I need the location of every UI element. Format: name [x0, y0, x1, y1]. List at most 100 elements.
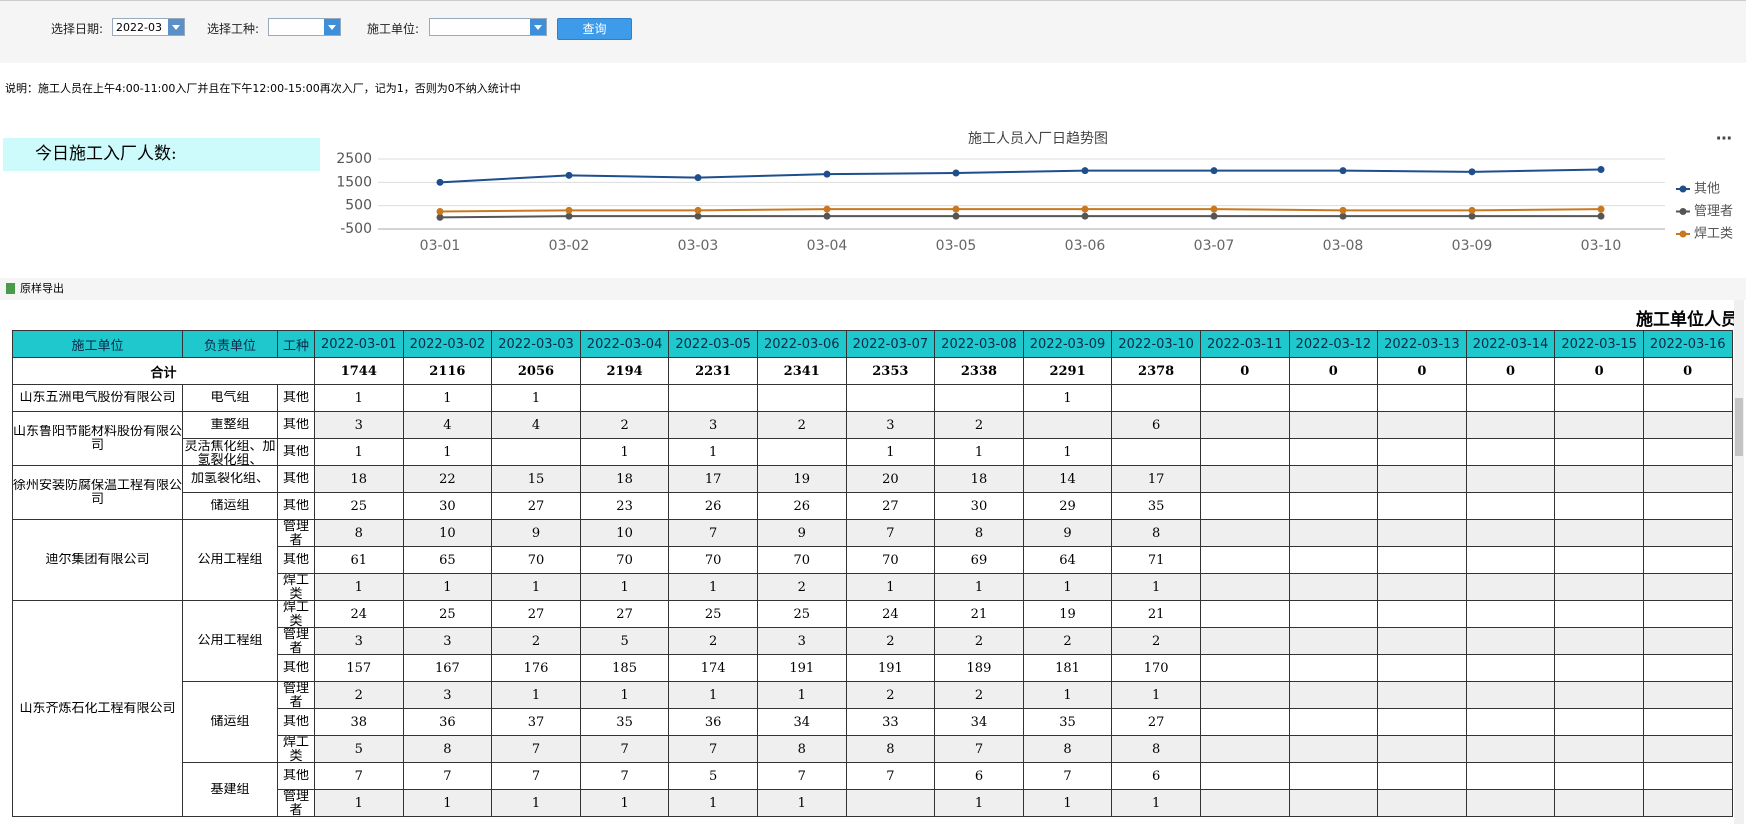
- data-point: [694, 212, 702, 220]
- value-cell: [1554, 627, 1644, 655]
- value-cell: [1199, 681, 1290, 709]
- x-tick-label: 03-08: [1323, 238, 1364, 254]
- type-name: 其他: [282, 553, 309, 567]
- value-cell: 19: [1022, 600, 1113, 628]
- value-cell: 2: [579, 411, 670, 439]
- date-header: 2022-03-07: [845, 330, 936, 358]
- export-button[interactable]: 原样导出: [20, 282, 64, 295]
- value-cell: 8: [756, 735, 847, 763]
- value-cell: 8: [1111, 735, 1201, 763]
- data-row: 管理者 1 1 1 1 1 1 1 1 1: [13, 789, 1733, 817]
- legend-label: 管理者: [1694, 204, 1733, 219]
- value-cell: 27: [491, 600, 581, 628]
- value-cell: 1: [314, 789, 404, 817]
- value-cell: 7: [845, 762, 936, 790]
- type-name: 管理者: [282, 628, 309, 654]
- value-cell: 191: [845, 654, 936, 682]
- value-cell: 8: [1022, 735, 1113, 763]
- value-cell: 8: [314, 519, 404, 547]
- value-cell: 1: [579, 438, 670, 466]
- data-point: [1339, 206, 1347, 214]
- date-header: 2022-03-09: [1022, 330, 1113, 358]
- value-cell: [1554, 600, 1644, 628]
- value-cell: [1642, 627, 1733, 655]
- date-header: 2022-03-15: [1554, 330, 1644, 358]
- type-cell: 管理者: [277, 789, 315, 817]
- total-cell: 0: [1554, 357, 1644, 385]
- value-cell: 35: [1111, 492, 1201, 520]
- date-header: 2022-03-01: [314, 330, 404, 358]
- type-name: 管理者: [282, 520, 309, 546]
- value-cell: [1288, 681, 1379, 709]
- value-cell: 9: [1022, 519, 1113, 547]
- dept-name: 加氢裂化组、: [190, 472, 269, 486]
- value-cell: [1465, 762, 1556, 790]
- type-select[interactable]: [268, 18, 341, 36]
- type-name: 焊工类: [282, 601, 309, 627]
- query-button[interactable]: 查询: [557, 18, 632, 40]
- value-cell: 7: [402, 762, 493, 790]
- value-cell: [1642, 519, 1733, 547]
- value-cell: [1642, 600, 1733, 628]
- value-cell: 30: [934, 492, 1024, 520]
- date-header: 2022-03-05: [668, 330, 758, 358]
- value-cell: [1377, 411, 1467, 439]
- value-cell: 1: [845, 573, 936, 601]
- type-cell: 焊工类: [277, 573, 315, 601]
- value-cell: 1: [491, 681, 581, 709]
- value-cell: [1288, 384, 1379, 412]
- value-cell: [1465, 411, 1556, 439]
- calendar-icon[interactable]: [168, 19, 184, 35]
- unit-cell: 山东齐炼石化工程有限公司: [12, 600, 183, 817]
- value-cell: 1: [314, 573, 404, 601]
- more-menu[interactable]: ⋯: [1716, 129, 1732, 148]
- dept-cell: 加氢裂化组、: [182, 465, 278, 493]
- y-tick-label: 500: [345, 198, 372, 214]
- unit-select[interactable]: [429, 18, 547, 36]
- dropdown-arrow[interactable]: [530, 19, 546, 35]
- value-cell: [1642, 465, 1733, 493]
- data-point: [436, 208, 444, 215]
- dropdown-arrow[interactable]: [324, 19, 340, 35]
- value-cell: [845, 789, 936, 817]
- value-cell: 5: [314, 735, 404, 763]
- value-cell: 3: [314, 411, 404, 439]
- value-cell: 1: [1022, 681, 1113, 709]
- date-header: 2022-03-02: [402, 330, 493, 358]
- value-cell: 35: [579, 708, 670, 736]
- value-cell: 2: [934, 681, 1024, 709]
- value-cell: 7: [491, 735, 581, 763]
- value-cell: [1642, 573, 1733, 601]
- data-point: [436, 213, 444, 221]
- scroll-thumb[interactable]: [1735, 398, 1743, 456]
- dept-cell: 储运组: [182, 681, 278, 763]
- value-cell: 157: [314, 654, 404, 682]
- value-cell: [1465, 519, 1556, 547]
- value-cell: 61: [314, 546, 404, 574]
- value-cell: [1288, 411, 1379, 439]
- value-cell: 14: [1022, 465, 1113, 493]
- value-cell: [1199, 627, 1290, 655]
- dept-name: 公用工程组: [197, 553, 263, 567]
- data-point: [1081, 212, 1089, 220]
- value-cell: [1642, 708, 1733, 736]
- date-input[interactable]: 2022-03: [112, 18, 185, 36]
- scrollbar[interactable]: [1734, 300, 1744, 824]
- value-cell: 17: [668, 465, 758, 493]
- data-row: 山东五洲电气股份有限公司 电气组 其他 1 1 1 1: [12, 384, 1733, 412]
- data-point: [1210, 212, 1218, 220]
- value-cell: 7: [1022, 762, 1113, 790]
- total-cell: 0: [1199, 357, 1290, 385]
- series-line: [439, 208, 1602, 213]
- value-cell: [1642, 492, 1733, 520]
- dept-name: 灵活焦化组、加氢裂化组、: [184, 439, 276, 465]
- y-tick-label: 2500: [336, 151, 372, 167]
- value-cell: 1: [402, 573, 493, 601]
- total-cell: 0: [1642, 357, 1733, 385]
- data-point: [1468, 212, 1476, 220]
- value-cell: 1: [934, 573, 1024, 601]
- dept-cell: 公用工程组: [182, 519, 278, 601]
- type-name: 其他: [282, 445, 309, 459]
- data-row: 徐州安装防腐保温工程有限公司 加氢裂化组、 其他 18 22 15 18 17 19 20 18 14…: [12, 465, 1733, 520]
- value-cell: [1377, 627, 1467, 655]
